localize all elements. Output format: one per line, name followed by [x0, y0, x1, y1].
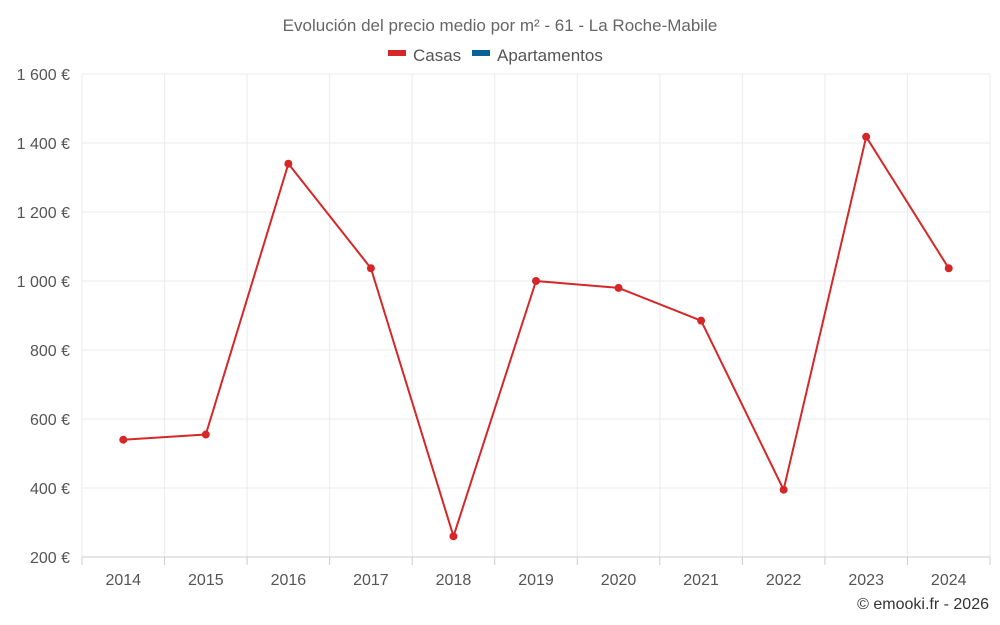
x-tick-label: 2019 — [518, 572, 554, 589]
x-tick-label: 2015 — [188, 572, 224, 589]
data-point-casas — [284, 159, 293, 168]
x-tick-label: 2017 — [353, 572, 389, 589]
data-point-casas — [862, 132, 871, 141]
legend-item-apartamentos[interactable]: Apartamentos — [472, 46, 603, 65]
grid — [81, 73, 991, 557]
y-tick-label: 1 600 € — [17, 67, 70, 84]
data-point-casas — [779, 485, 788, 494]
legend-label-casas: Casas — [413, 46, 461, 65]
legend-swatch-casas — [388, 50, 406, 56]
y-tick-label: 200 € — [30, 550, 70, 567]
credit-text: © emooki.fr - 2026 — [857, 596, 989, 613]
chart-title: Evolución del precio medio por m² - 61 -… — [283, 16, 718, 35]
y-tick-label: 1 200 € — [17, 205, 70, 222]
y-tick-label: 400 € — [30, 481, 70, 498]
y-tick-label: 1 400 € — [17, 136, 70, 153]
data-point-casas — [532, 277, 540, 285]
x-tick-label: 2022 — [766, 572, 802, 589]
data-point-casas — [119, 435, 128, 444]
data-point-casas — [697, 316, 706, 325]
x-tick-label: 2021 — [683, 572, 719, 589]
data-point-casas — [449, 532, 458, 541]
data-point-casas — [201, 430, 210, 439]
y-tick-label: 800 € — [30, 343, 70, 360]
x-tick-label: 2024 — [931, 572, 967, 589]
y-tick-label: 1 000 € — [17, 274, 70, 291]
x-tick-label: 2023 — [848, 572, 884, 589]
data-point-casas — [366, 264, 375, 273]
y-axis: 200 € 400 € 600 € 800 € 1 000 € 1 200 € 1 400 … — [17, 67, 70, 567]
x-tick-label: 2018 — [436, 572, 472, 589]
legend-label-apartamentos: Apartamentos — [497, 46, 603, 65]
x-tick-label: 2014 — [105, 572, 141, 589]
series-casas — [119, 132, 953, 541]
data-point-casas — [614, 283, 623, 292]
legend: Casas Apartamentos — [388, 46, 603, 65]
legend-item-casas[interactable]: Casas — [388, 46, 461, 65]
x-tick-label: 2016 — [271, 572, 307, 589]
x-tick-label: 2020 — [601, 572, 637, 589]
data-point-casas — [944, 264, 953, 273]
y-tick-label: 600 € — [30, 412, 70, 429]
x-axis: 2014 2015 2016 2017 2018 2019 2020 2021 2022 2023… — [81, 556, 991, 589]
legend-swatch-apartamentos — [472, 50, 490, 56]
